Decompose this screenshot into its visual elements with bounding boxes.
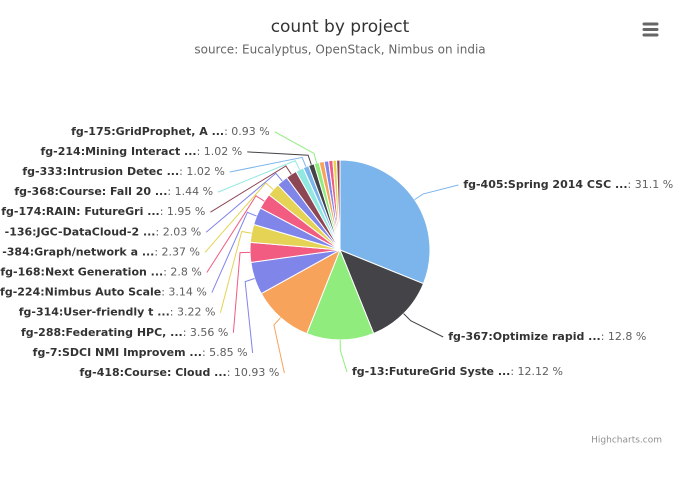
label-name: fg-175:GridProphet, A ... [71, 125, 224, 138]
data-label: fg-367:Optimize rapid ...: 12.8 % [448, 330, 646, 343]
connector [244, 278, 255, 353]
data-label: fg-314:User-friendly t ...: 3.22 % [19, 306, 216, 319]
menu-button[interactable] [642, 22, 659, 37]
data-label: fg-214:Mining Interact ...: 1.02 % [41, 145, 243, 158]
data-label: fg-168:Next Generation ...: 2.8 % [0, 266, 202, 279]
label-name: fg-418:Course: Cloud ... [80, 366, 227, 379]
chart-title: count by project [271, 17, 410, 37]
label-value: : 31.1 % [628, 178, 674, 191]
label-value: : 2.37 % [154, 245, 200, 258]
connector [205, 172, 283, 233]
label-value: : 2.8 % [163, 266, 202, 279]
data-label: fg-7:SDCI NMI Improvem ...: 5.85 % [33, 346, 248, 359]
label-name: fg-405:Spring 2014 CSC ... [463, 178, 627, 191]
label-name: fg-224:Nimbus Auto Scale [0, 286, 161, 299]
connector [274, 131, 318, 164]
label-name: fg-368:Course: Fall 20 ... [14, 185, 167, 198]
connector [247, 151, 312, 165]
connector [229, 156, 307, 173]
label-name: fg-214:Mining Interact ... [41, 145, 197, 158]
connector [232, 251, 251, 333]
connector [414, 184, 459, 201]
connector [219, 230, 252, 313]
label-name: fg-13:FutureGrid Syste ... [352, 365, 510, 378]
label-value: : 1.02 % [179, 165, 225, 178]
label-name: -384:Graph/network a ... [2, 245, 154, 258]
data-label: fg-175:GridProphet, A ...: 0.93 % [71, 125, 270, 138]
pie-slice [339, 249, 425, 335]
label-value: : 1.44 % [167, 185, 213, 198]
connector [210, 165, 292, 213]
data-label: fg-405:Spring 2014 CSC ...: 31.1 % [463, 178, 673, 191]
label-value: : 2.03 % [156, 225, 202, 238]
label-value: : 1.02 % [197, 145, 243, 158]
label-value: : 1.95 % [160, 205, 206, 218]
label-name: fg-333:Intrusion Detec ... [22, 165, 179, 178]
connector [206, 195, 265, 273]
label-value: : 10.93 % [227, 366, 280, 379]
data-label: fg-224:Nimbus Auto Scale: 3.14 % [0, 286, 207, 299]
data-label: fg-13:FutureGrid Syste ...: 12.12 % [352, 365, 563, 378]
label-name: fg-314:User-friendly t ... [19, 306, 170, 319]
label-value: : 12.8 % [601, 330, 647, 343]
connector [204, 182, 274, 253]
label-name: fg-7:SDCI NMI Improvem ... [33, 346, 202, 359]
label-value: : 3.14 % [161, 286, 207, 299]
data-label: -136:JGC-DataCloud-2 ...: 2.03 % [5, 225, 202, 238]
connector [273, 317, 285, 374]
connector [211, 211, 257, 293]
data-label: fg-368:Course: Fall 20 ...: 1.44 % [14, 185, 213, 198]
connector [339, 339, 348, 373]
label-name: fg-168:Next Generation ... [0, 266, 163, 279]
data-label: fg-288:Federating HPC, ...: 3.56 % [21, 326, 228, 339]
label-value: : 12.12 % [510, 365, 563, 378]
credits[interactable]: Highcharts.com [591, 436, 662, 446]
pie-slice [336, 159, 341, 251]
pie-slice [339, 159, 431, 285]
label-value: : 3.22 % [170, 306, 216, 319]
data-label: fg-418:Course: Cloud ...: 10.93 % [80, 366, 280, 379]
label-value: : 5.85 % [202, 346, 248, 359]
data-label: fg-333:Intrusion Detec ...: 1.02 % [22, 165, 224, 178]
connector [217, 160, 301, 193]
label-name: fg-367:Optimize rapid ... [448, 330, 601, 343]
data-label: -384:Graph/network a ...: 2.37 % [2, 245, 200, 258]
label-value: : 0.93 % [224, 125, 270, 138]
pie-slice [306, 248, 375, 341]
label-name: -136:JGC-DataCloud-2 ... [5, 225, 156, 238]
chart-subtitle: source: Eucalyptus, OpenStack, Nimbus on… [194, 43, 485, 57]
label-name: fg-174:RAIN: FutureGri ... [1, 205, 159, 218]
connector [403, 313, 444, 338]
label-value: : 3.56 % [183, 326, 229, 339]
label-name: fg-288:Federating HPC, ... [21, 326, 183, 339]
data-label: fg-174:RAIN: FutureGri ...: 1.95 % [1, 205, 205, 218]
